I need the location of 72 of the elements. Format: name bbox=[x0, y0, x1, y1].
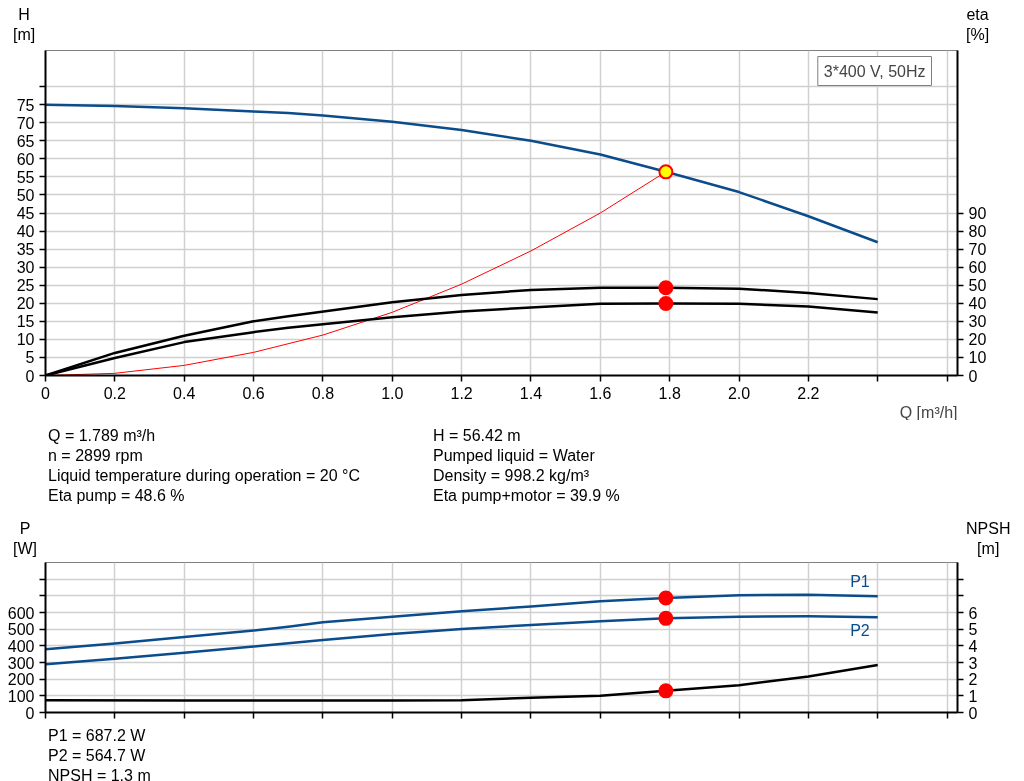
text: H = 56.42 m bbox=[433, 426, 522, 445]
y-axis-title: P [W] bbox=[13, 519, 37, 559]
y2-tick-label: 90 bbox=[968, 205, 987, 222]
y-tick-label: 35 bbox=[16, 241, 35, 259]
text: Pumped liquid = Water bbox=[433, 446, 596, 465]
text: Eta pump+motor = 39.9 % bbox=[433, 486, 621, 505]
y2-tick-label: 60 bbox=[968, 259, 987, 277]
y2-tick-label: 1 bbox=[968, 687, 978, 705]
y-tick-label: 500 bbox=[7, 621, 35, 639]
y2-axis-title: NPSH [m] bbox=[966, 519, 1011, 559]
y2-tick-label: 0 bbox=[968, 704, 978, 722]
y-tick-label: 400 bbox=[7, 637, 35, 655]
y2-tick-label: 4 bbox=[968, 637, 978, 655]
text: Eta pump = 48.6 % bbox=[48, 486, 186, 505]
x-tick-label: 0.8 bbox=[311, 384, 335, 402]
x-axis-title: Q [m³/h] bbox=[899, 403, 958, 421]
y2-tick-label: 3 bbox=[968, 654, 978, 672]
y2-tick-label: 50 bbox=[968, 277, 987, 295]
x-tick-label: 0.6 bbox=[242, 384, 265, 402]
text: Liquid temperature during operation = 20 °C bbox=[48, 466, 361, 485]
y-tick-label: 25 bbox=[16, 277, 35, 295]
x-tick-label: 2.0 bbox=[727, 384, 751, 402]
y-tick-label: 60 bbox=[16, 150, 35, 168]
y2-tick-label: 5 bbox=[968, 621, 978, 639]
x-tick-label: 1.0 bbox=[381, 384, 404, 402]
y-tick-label: 75 bbox=[16, 96, 35, 114]
y-tick-label: 0 bbox=[25, 704, 35, 722]
text: 3*400 V, 50Hz bbox=[823, 62, 926, 80]
x-tick-label: 1.4 bbox=[519, 384, 543, 402]
x-tick-label: 2.2 bbox=[797, 384, 820, 402]
y-tick-label: 45 bbox=[16, 205, 35, 222]
y-tick-label: 300 bbox=[7, 654, 35, 672]
y-tick-label: 40 bbox=[16, 223, 35, 241]
y-tick-label: 50 bbox=[16, 186, 35, 204]
x-tick-label: 0.4 bbox=[173, 384, 196, 402]
text: NPSH = 1.3 m bbox=[48, 766, 151, 781]
y2-axis-title: eta [%] bbox=[966, 5, 990, 45]
y-tick-label: 70 bbox=[16, 114, 35, 132]
x-tick-label: 0 bbox=[41, 384, 51, 402]
series-label: P1 bbox=[850, 573, 870, 591]
x-tick-label: 1.2 bbox=[450, 384, 473, 402]
y2-tick-label: 2 bbox=[968, 671, 978, 689]
y-tick-label: 65 bbox=[16, 132, 35, 150]
y-tick-label: 30 bbox=[16, 259, 35, 277]
y2-tick-label: 30 bbox=[968, 313, 987, 331]
y-tick-label: 10 bbox=[16, 331, 35, 349]
text: n = 2899 rpm bbox=[48, 446, 144, 465]
y-tick-label: 100 bbox=[7, 687, 35, 705]
x-tick-label: 0.2 bbox=[103, 384, 127, 402]
text: P2 = 564.7 W bbox=[48, 746, 147, 765]
y-tick-label: 200 bbox=[7, 671, 35, 689]
y-tick-label: 15 bbox=[16, 313, 35, 331]
y2-tick-label: 6 bbox=[968, 604, 978, 622]
y-axis-title: H [m] bbox=[13, 5, 36, 45]
series-label: P2 bbox=[850, 622, 870, 640]
y2-tick-label: 10 bbox=[968, 349, 987, 367]
y-tick-label: 0 bbox=[25, 367, 35, 385]
y-tick-label: 600 bbox=[7, 604, 35, 622]
x-tick-label: 1.6 bbox=[589, 384, 612, 402]
y2-tick-label: 70 bbox=[968, 241, 987, 259]
y2-tick-label: 20 bbox=[968, 331, 987, 349]
x-tick-label: 1.8 bbox=[658, 384, 681, 402]
y2-tick-label: 80 bbox=[968, 223, 987, 241]
text: P1 = 687.2 W bbox=[48, 726, 147, 745]
text: Density = 998.2 kg/m³ bbox=[433, 466, 591, 485]
y-tick-label: 5 bbox=[25, 349, 35, 367]
y2-tick-label: 40 bbox=[968, 295, 987, 313]
y2-tick-label: 0 bbox=[968, 367, 978, 385]
text: Q = 1.789 m³/h bbox=[48, 426, 157, 445]
y-tick-label: 20 bbox=[16, 295, 35, 313]
line-series bbox=[45, 103, 879, 244]
y-tick-label: 55 bbox=[16, 168, 35, 186]
